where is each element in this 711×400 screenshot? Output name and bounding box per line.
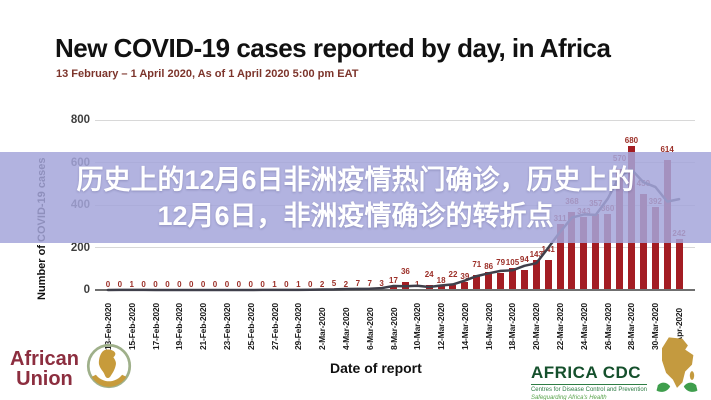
bar-value-label: 1 [272,279,277,289]
x-axis-title: Date of report [330,360,422,376]
bar [485,271,493,290]
bar [544,260,552,290]
y-tick-label: 800 [70,114,90,126]
x-tick-label: 6-Mar-2020 [364,307,375,350]
bar-value-label: 1 [415,279,420,289]
african-union-word-2: Union [16,367,73,390]
bar-value-label: 7 [367,278,372,288]
x-tick-label: 18-Mar-2020 [507,303,518,350]
bar-value-label: 18 [436,276,446,286]
bar-value-label: 0 [153,280,158,289]
bar [520,270,528,290]
africa-cdc-tagline-1: Centres for Disease Control and Preventi… [530,387,647,393]
bar-value-label: 0 [177,280,182,289]
x-tick-label: 10-Mar-2020 [412,303,423,350]
african-union-emblem-icon [85,342,133,395]
x-tick-label: 25-Feb-2020 [245,303,256,350]
bar-value-label: 24 [424,269,434,279]
bar-value-label: 3 [379,279,384,289]
x-tick-label: 12-Mar-2020 [436,303,447,350]
africa-continent-icon [651,336,703,400]
y-tick-label: 0 [83,284,90,296]
bar-value-label: 680 [624,135,639,145]
x-tick-label: 4-Mar-2020 [340,307,351,350]
bar-value-label: 0 [284,280,289,289]
x-tick-label: 23-Feb-2020 [221,303,232,350]
y-tick-label: 200 [70,241,90,254]
x-tick-label: 17-Feb-2020 [150,303,161,350]
bar-value-label: 0 [224,280,230,289]
gridline [95,120,695,121]
bar-value-label: 0 [165,280,170,289]
african-union-logo-text: African Union [10,349,79,389]
africa-cdc-tagline-2: Safeguarding Africa's Health [530,395,607,400]
africa-cdc-logo: AFRICA CDC Centres for Disease Control a… [530,336,703,400]
overlay-line-2: 12月6日，非洲疫情确诊的转折点 [157,200,554,231]
bar [497,273,505,290]
chart-subtitle: 13 February – 1 April 2020, As of 1 Apri… [56,68,359,80]
bar-value-label: 2 [343,279,349,289]
africa-cdc-name: AFRICA CDC [530,363,647,385]
african-union-logo: African Union [10,342,133,395]
bar-value-label: 141 [541,245,555,255]
bar [675,238,683,290]
bar [532,259,540,290]
african-union-word-1: African [10,347,79,370]
bar-value-label: 71 [472,259,482,269]
bar-value-label: 94 [519,255,529,265]
bar-value-label: 0 [141,280,146,289]
bar-value-label: 7 [355,278,361,288]
bar-value-label: 79 [496,258,506,268]
bar-value-label: 1 [296,279,301,289]
overlay-line-1: 历史上的12月6日非洲疫情热门确诊，历史上的 [76,164,635,195]
chart-title: New COVID-19 cases reported by day, in A… [55,33,611,63]
bar-value-label: 22 [448,270,458,280]
bar [508,267,516,290]
bar-value-label: 0 [105,280,111,289]
x-tick-label: 27-Feb-2020 [269,303,280,350]
bar-value-label: 36 [400,267,410,277]
bar-value-label: 0 [248,280,253,289]
bar-value-label: 0 [260,280,265,289]
bar-value-label: 39 [460,271,470,281]
bar-value-label: 105 [505,257,520,267]
x-tick-label: 21-Feb-2020 [198,303,209,350]
bar-value-label: 0 [117,280,123,289]
bar-value-label: 1 [129,279,134,289]
bar-value-label: 0 [307,280,313,289]
bar [473,274,481,290]
x-tick-label: 14-Mar-2020 [459,303,470,350]
bar-value-label: 614 [660,144,674,154]
x-tick-label: 29-Feb-2020 [293,303,304,350]
x-tick-label: 16-Mar-2020 [483,303,494,350]
chinese-text-overlay-banner: 历史上的12月6日非洲疫情热门确诊，历史上的 12月6日，非洲疫情确诊的转折点 [0,152,711,243]
x-tick-label: 8-Mar-2020 [388,307,399,350]
bar-value-label: 5 [331,278,337,288]
x-tick-label: 2-Mar-2020 [317,307,328,350]
bar-value-label: 17 [389,276,398,286]
bar-value-label: 0 [236,280,242,289]
x-axis-line [95,289,695,291]
bar-value-label: 2 [319,279,325,289]
x-tick-label: 19-Feb-2020 [174,303,185,350]
bar-value-label: 0 [200,280,206,289]
africa-cdc-logo-text: AFRICA CDC Centres for Disease Control a… [530,363,647,400]
bar-value-label: 86 [484,261,494,271]
bar-value-label: 0 [212,280,218,289]
bar-value-label: 0 [189,280,194,289]
